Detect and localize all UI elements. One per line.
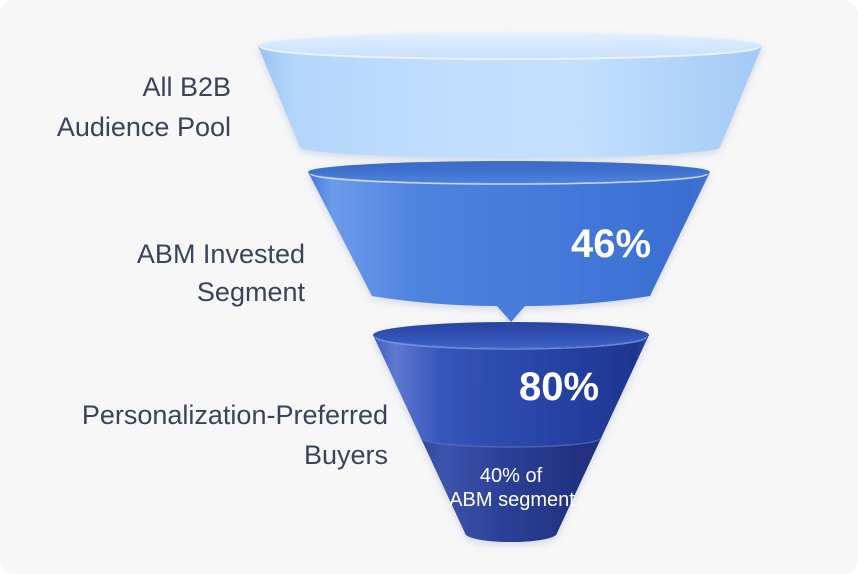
- stage2-body: [308, 172, 710, 322]
- stage1-top-ellipse: [258, 33, 762, 59]
- stage3-sub-label-line1: 40% of: [480, 465, 543, 487]
- stage2-percent-label: 46%: [571, 222, 651, 266]
- funnel-stage-personalization-preferred: [373, 322, 649, 542]
- stage3-sub-segment-divider: [420, 437, 602, 448]
- stage2-rim-highlight: [310, 173, 708, 185]
- stage3-label-line1: Personalization-Preferred: [82, 400, 388, 430]
- stage3-sub-label-line2: ABM segment: [449, 489, 575, 511]
- stage2-label-line2: Segment: [197, 277, 306, 307]
- stage3-rim-highlight: [375, 336, 647, 350]
- stage-name-labels: All B2B Audience Pool ABM Invested Segme…: [57, 72, 388, 470]
- stage1-label-line2: Audience Pool: [57, 112, 231, 142]
- stage2-top-ellipse: [308, 161, 710, 183]
- stage3-body: [373, 335, 649, 542]
- stage3-sub-segment: [421, 438, 601, 542]
- stage1-body: [258, 46, 762, 158]
- stage2-label-line1: ABM Invested: [137, 239, 305, 269]
- funnel-stage-all-b2b: [258, 33, 762, 158]
- stage3-percent-label: 80%: [519, 365, 599, 409]
- stage3-top-ellipse: [373, 322, 649, 348]
- funnel-stage-abm-invested: [308, 161, 710, 322]
- stage1-rim-highlight: [260, 46, 760, 60]
- stage3-label-line2: Buyers: [304, 440, 388, 470]
- stage1-label-line1: All B2B: [142, 72, 231, 102]
